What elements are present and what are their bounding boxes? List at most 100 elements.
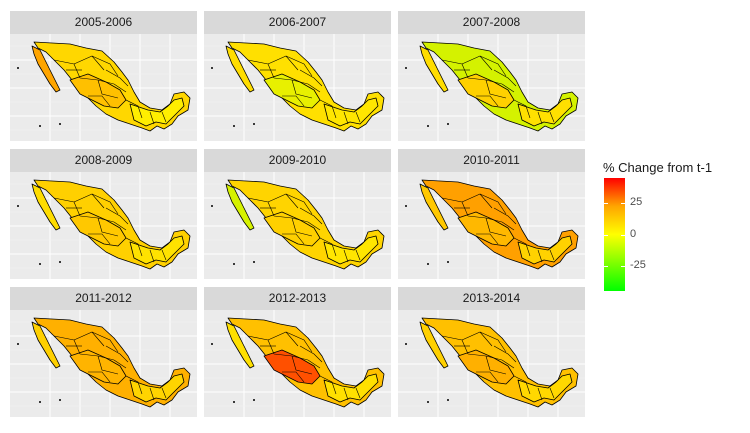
facet-label: 2007-2008 xyxy=(398,11,585,34)
island-marker xyxy=(405,205,407,207)
island-marker xyxy=(59,123,61,125)
legend-colorbar xyxy=(604,178,625,291)
island-marker xyxy=(17,67,19,69)
mexico-map xyxy=(398,310,585,417)
state-border xyxy=(493,345,517,363)
facet-panel: 2012-2013 xyxy=(204,287,391,417)
mexico-map xyxy=(10,34,197,141)
island-marker xyxy=(233,125,235,127)
central-region xyxy=(263,73,321,109)
baja-region xyxy=(225,321,255,369)
state-border xyxy=(291,217,313,237)
island-marker xyxy=(17,205,19,207)
legend-tick-label: -25 xyxy=(630,258,646,271)
southern-region xyxy=(517,235,573,265)
facet-label: 2005-2006 xyxy=(10,11,197,34)
state-border xyxy=(291,79,313,99)
island-marker xyxy=(253,123,255,125)
southern-region xyxy=(517,373,573,403)
facet-panel: 2010-2011 xyxy=(398,149,585,279)
state-border xyxy=(537,111,543,125)
southern-region xyxy=(129,373,185,403)
legend-tick-mark xyxy=(604,203,608,205)
state-border xyxy=(161,111,167,123)
facet-panel: 2008-2009 xyxy=(10,149,197,279)
state-border xyxy=(513,99,531,119)
legend-tick-mark xyxy=(621,265,625,267)
central-region xyxy=(263,349,321,385)
state-border xyxy=(113,359,127,369)
island-marker xyxy=(39,263,41,265)
island-marker xyxy=(447,399,449,401)
facet-panel: 2009-2010 xyxy=(204,149,391,279)
island-marker xyxy=(39,125,41,127)
island-marker xyxy=(427,263,429,265)
island-marker xyxy=(59,261,61,263)
state-border xyxy=(476,371,499,383)
mexico-map xyxy=(10,172,197,279)
state-border xyxy=(501,221,515,231)
facet-panel: 2013-2014 xyxy=(398,287,585,417)
mexico-map xyxy=(204,172,391,279)
map-plot-area xyxy=(10,34,197,141)
state-border xyxy=(549,111,555,123)
mexico-map xyxy=(398,172,585,279)
facet-label: 2012-2013 xyxy=(204,287,391,310)
state-border xyxy=(105,345,129,363)
central-region xyxy=(263,211,321,247)
state-border xyxy=(125,375,143,395)
legend-tick-mark xyxy=(604,265,608,267)
island-marker xyxy=(253,399,255,401)
state-border xyxy=(149,387,155,401)
state-border xyxy=(91,331,119,353)
state-border xyxy=(88,95,111,107)
baja-region xyxy=(31,45,61,93)
state-border xyxy=(88,371,111,383)
island-marker xyxy=(211,205,213,207)
island-marker xyxy=(405,67,407,69)
baja-region xyxy=(419,45,449,93)
map-plot-area xyxy=(204,310,391,417)
state-border xyxy=(355,111,361,123)
state-border xyxy=(549,387,555,399)
state-border xyxy=(282,233,305,245)
state-border xyxy=(476,233,499,245)
facet-label: 2010-2011 xyxy=(398,149,585,172)
state-border xyxy=(343,111,349,125)
legend-tick-mark xyxy=(621,203,625,205)
baja-region xyxy=(31,183,61,231)
state-border xyxy=(91,193,119,215)
legend-title: % Change from t-1 xyxy=(603,160,713,175)
state-border xyxy=(319,375,337,395)
island-marker xyxy=(39,401,41,403)
island-marker xyxy=(211,67,213,69)
baja-region xyxy=(31,321,61,369)
state-border xyxy=(479,331,507,353)
island-marker xyxy=(427,401,429,403)
facet-panel: 2005-2006 xyxy=(10,11,197,141)
central-region xyxy=(69,349,127,385)
southern-region xyxy=(129,97,185,127)
state-border xyxy=(149,249,155,263)
state-border xyxy=(501,83,515,93)
state-border xyxy=(319,237,337,257)
map-plot-area xyxy=(10,310,197,417)
state-border xyxy=(97,217,119,237)
state-border xyxy=(91,55,119,77)
facet-panel: 2007-2008 xyxy=(398,11,585,141)
southern-region xyxy=(323,97,379,127)
map-plot-area xyxy=(398,172,585,279)
map-plot-area xyxy=(398,310,585,417)
facet-panel: 2011-2012 xyxy=(10,287,197,417)
state-border xyxy=(343,249,349,263)
state-border xyxy=(485,79,507,99)
state-border xyxy=(299,207,323,225)
legend-tick-mark xyxy=(604,234,608,236)
state-border xyxy=(285,331,313,353)
map-plot-area xyxy=(398,34,585,141)
island-marker xyxy=(447,261,449,263)
legend-tick-label: 25 xyxy=(630,196,643,209)
state-border xyxy=(149,111,155,125)
state-border xyxy=(161,249,167,261)
state-border xyxy=(299,69,323,87)
